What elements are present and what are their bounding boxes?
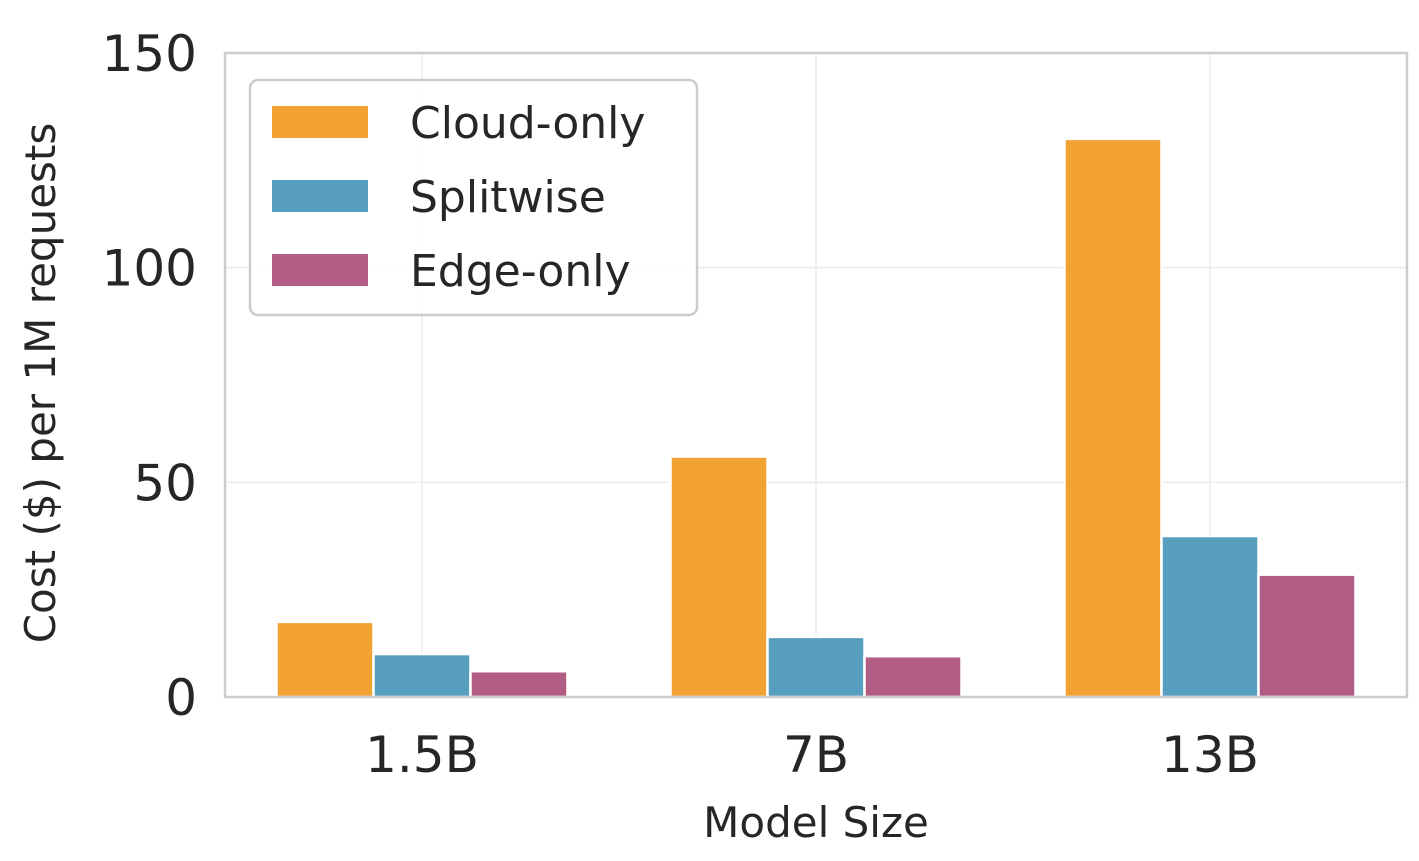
bar-cloud-only-7b <box>669 455 769 699</box>
x-tick-label: 7B <box>783 726 849 784</box>
y-axis-ticks: 0 50 100 150 <box>102 25 197 727</box>
legend-swatch-splitwise <box>270 178 370 214</box>
bar-splitwise-1-5b <box>372 652 472 699</box>
bars <box>275 137 1357 699</box>
legend-label-edge-only: Edge-only <box>410 246 631 297</box>
bar-edge-only-7b <box>863 654 963 699</box>
y-tick-label: 0 <box>165 669 197 727</box>
legend-label-cloud-only: Cloud-only <box>410 98 645 149</box>
plot-frame <box>223 51 1409 699</box>
legend-swatch-cloud-only <box>270 104 370 140</box>
x-tick-label: 13B <box>1161 726 1259 784</box>
y-tick-label: 100 <box>102 240 197 298</box>
x-axis-ticks: 1.5B 7B 13B <box>365 726 1259 784</box>
bar-cloud-only-1-5b <box>275 620 375 699</box>
bar-splitwise-7b <box>766 635 866 699</box>
bar-cloud-only-13b <box>1063 137 1163 699</box>
y-axis-label: Cost ($) per 1M requests <box>16 123 65 644</box>
y-tick-label: 150 <box>102 25 197 83</box>
x-axis-label: Model Size <box>703 798 929 847</box>
legend-label-splitwise: Splitwise <box>410 172 606 223</box>
x-tick-label: 1.5B <box>365 726 479 784</box>
bar-edge-only-1-5b <box>469 669 569 699</box>
legend: Cloud-only Splitwise Edge-only <box>248 78 699 317</box>
legend-swatch-edge-only <box>270 252 370 288</box>
y-tick-label: 50 <box>133 454 197 512</box>
bar-splitwise-13b <box>1160 534 1260 699</box>
bar-edge-only-13b <box>1257 573 1357 699</box>
